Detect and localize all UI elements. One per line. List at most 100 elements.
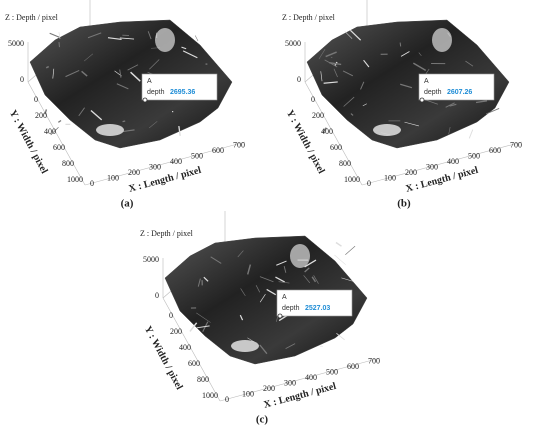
y-tick-label: 800 [197, 375, 209, 384]
panel: Z : Depth / pixel 0 5000 0 200 400 600 800 1000 0… [5, 0, 246, 210]
surface-ridge [412, 62, 427, 71]
surface-ridge [119, 37, 135, 40]
x-tick-label: 0 [90, 179, 94, 188]
y-tick-label: 400 [179, 343, 191, 352]
surface-ridge [90, 109, 103, 121]
surface-ridge [400, 83, 413, 89]
surface-ridge [246, 264, 252, 275]
x-tick-label: 600 [347, 362, 359, 371]
surface-ridge [350, 113, 354, 116]
surface-ridge [400, 51, 410, 57]
datatip-name: A [424, 78, 429, 85]
surface-ridge [182, 50, 198, 59]
surface-ridge [203, 276, 209, 282]
surface-highlight [231, 340, 259, 352]
surface-ridge [342, 70, 354, 77]
x-tick-label: 600 [489, 146, 501, 155]
surface-ridge [278, 281, 290, 284]
caption: (c) [256, 414, 269, 426]
surface-ridge [78, 107, 85, 117]
surface-ridge [343, 96, 355, 107]
surface-ridge [255, 285, 261, 293]
surface-highlight [155, 28, 175, 52]
surface-ridge [304, 259, 317, 268]
datatip-box [141, 73, 218, 101]
surface-ridge [325, 51, 337, 58]
surface-ridge [322, 112, 326, 117]
surface-ridge [87, 32, 102, 39]
surface-ridge [197, 278, 201, 287]
x-tick-label: 500 [326, 367, 338, 376]
datatip-name: A [147, 78, 152, 85]
surface-ridge [119, 69, 122, 78]
surface-ridge [449, 103, 457, 107]
y-tick-label: 200 [312, 111, 324, 120]
y-tick-label: 600 [330, 143, 342, 152]
surface-highlight [290, 244, 310, 268]
surface-ridge [399, 42, 402, 47]
z-tick-label: 0 [20, 75, 24, 84]
axis-line [304, 81, 363, 186]
axis-line [162, 297, 221, 402]
surface-ridge [322, 127, 327, 134]
datatip-marker [277, 313, 283, 319]
surface-ridge [44, 109, 48, 115]
surface-ridge [404, 121, 419, 127]
axis-line [219, 357, 381, 402]
z-tick-label: 0 [297, 75, 301, 84]
surface-ridge [50, 126, 59, 136]
x-tick-label: 300 [426, 162, 438, 171]
y-tick-label: 1000 [67, 175, 83, 184]
surface-ridge [334, 254, 346, 265]
surface-ridge [116, 83, 129, 90]
surface-ridge [107, 37, 122, 41]
x-tick-label: 0 [225, 395, 229, 404]
surface-ridge [418, 52, 422, 57]
y-tick-label: 800 [62, 159, 74, 168]
x-tick-label: 100 [107, 173, 119, 182]
surface-ridge [360, 81, 365, 90]
x-tick-label: 500 [191, 151, 203, 160]
surface-ridge [275, 276, 286, 283]
surface-ridge [259, 293, 266, 303]
datatip-marker [142, 97, 148, 103]
surface-highlight [96, 124, 124, 136]
x-tick-label: 500 [468, 151, 480, 160]
y-tick-label: 0 [34, 95, 38, 104]
datatip-box [418, 73, 495, 101]
z-tick-label: 0 [155, 291, 159, 300]
surface-ridge [276, 260, 287, 266]
panel: Z : Depth / pixel 0 5000 0 200 400 600 800 1000 0… [140, 211, 381, 426]
x-tick-label: 0 [367, 179, 371, 188]
surface-ridge [336, 333, 345, 341]
surface-ridge [65, 69, 80, 78]
datatip-field: depth [282, 305, 300, 312]
x-tick-label: 700 [510, 140, 522, 149]
panel: Z : Depth / pixel 0 5000 0 200 400 600 800 1000 0… [282, 0, 523, 210]
datatip-value: 2527.03 [305, 305, 330, 312]
y-tick-label: 0 [311, 95, 315, 104]
surface-ridge [130, 71, 141, 82]
surface-ridge [122, 120, 126, 123]
surface [306, 19, 510, 149]
surface-ridge [303, 275, 311, 284]
axis-line [84, 141, 246, 186]
surface-ridge [178, 125, 181, 136]
surface-ridge [475, 100, 488, 104]
surface-ridge [341, 277, 353, 282]
datatip-name: A [282, 294, 287, 301]
surface-ridge [45, 65, 50, 69]
surface-ridge [344, 31, 353, 39]
surface-ridge [259, 276, 274, 283]
datatip-marker [419, 97, 425, 103]
x-tick-label: 200 [128, 168, 140, 177]
surface-ridge [196, 325, 210, 329]
datatip-field: depth [147, 89, 165, 96]
x-tick-label: 300 [284, 378, 296, 387]
surface-ridge [448, 127, 451, 135]
y-tick-label: 200 [170, 327, 182, 336]
surface-ridge [329, 62, 342, 66]
surface-ridge [148, 121, 158, 129]
y-tick-label: 600 [53, 143, 65, 152]
